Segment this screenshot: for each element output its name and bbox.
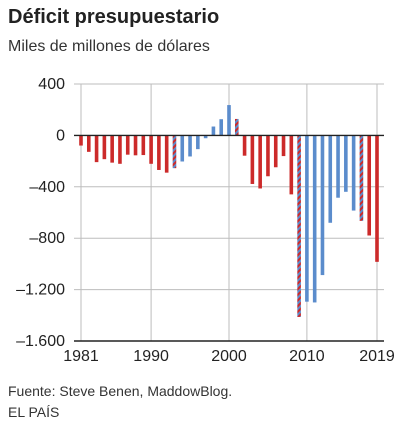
bar-1987 [125, 135, 130, 155]
bar-2011 [312, 135, 317, 303]
bar-1994 [180, 135, 185, 162]
bar-1981 [79, 135, 83, 146]
y-tick-label: 0 [56, 127, 65, 144]
bar-1999 [219, 119, 224, 136]
bar-2001 [234, 118, 239, 136]
bar-1991 [157, 135, 161, 170]
bar-1996 [196, 135, 200, 150]
bar-2000 [227, 105, 231, 136]
y-tick-label: 400 [38, 76, 65, 93]
x-tick-label: 2019 [359, 348, 395, 365]
bar-1982 [86, 135, 91, 152]
source-note: Fuente: Steve Benen, MaddowBlog. [8, 383, 233, 399]
bar-2002 [242, 135, 247, 156]
x-tick-label: 1981 [63, 348, 99, 365]
bar-1983 [94, 135, 99, 163]
bar-1997 [203, 135, 208, 139]
bar-2014 [336, 135, 340, 198]
bar-2015 [344, 135, 348, 192]
bar-1986 [118, 135, 122, 164]
bar-1984 [102, 135, 107, 160]
y-tick-label: –1.600 [16, 333, 65, 350]
bar-1998 [211, 126, 216, 136]
bar-1989 [141, 135, 146, 156]
y-tick-label: –400 [29, 179, 65, 196]
bar-1995 [188, 135, 192, 157]
x-tick-label: 2000 [211, 348, 247, 365]
x-tick-label: 2010 [289, 348, 325, 365]
bar-2009 [297, 135, 301, 317]
bar-2005 [266, 135, 270, 177]
bar-1990 [149, 135, 153, 164]
bar-1985 [110, 135, 114, 163]
bar-2019 [375, 135, 379, 262]
bar-2006 [273, 135, 278, 168]
y-tick-label: –1.200 [16, 282, 65, 299]
publisher-credit: EL PAÍS [8, 404, 60, 420]
bar-2016 [351, 135, 356, 211]
bar-2018 [367, 135, 372, 236]
bar-2012 [320, 135, 325, 276]
bar-1993 [172, 135, 177, 169]
bar-2017 [359, 135, 364, 221]
bar-1992 [164, 135, 169, 173]
bar-2004 [258, 135, 262, 189]
bar-2010 [305, 135, 309, 302]
bar-2008 [289, 135, 294, 195]
bar-2007 [281, 135, 286, 157]
y-tick-label: –800 [29, 230, 65, 247]
chart-title: Déficit presupuestario [8, 6, 220, 28]
chart-subtitle: Miles de millones de dólares [8, 38, 210, 55]
bar-2013 [328, 135, 333, 223]
bar-1988 [133, 135, 138, 156]
bar-2003 [250, 135, 255, 184]
x-tick-label: 1990 [133, 348, 169, 365]
